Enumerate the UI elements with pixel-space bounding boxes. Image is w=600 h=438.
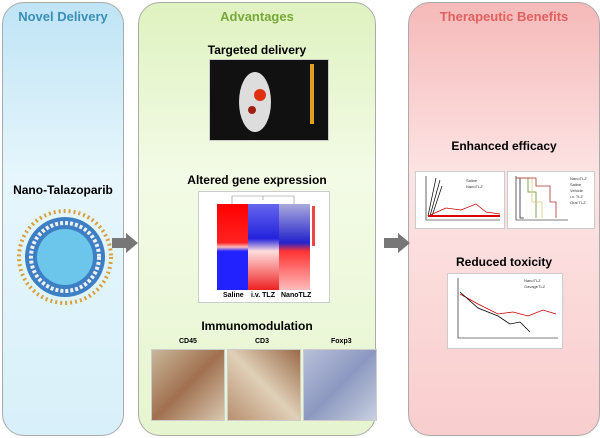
arrow-right-icon [384,233,410,253]
heatmap-label: NanoTLZ [281,292,312,299]
section-title: Immunomodulation [201,319,313,333]
svg-text:NanoTLZ: NanoTLZ [570,176,587,181]
legend-entry: NanoTLZ [466,184,483,189]
section-title: Reduced toxicity [455,255,553,269]
heatmap-label: Saline [223,292,244,299]
panel-title: Therapeutic Benefits [439,9,569,24]
survival-chart: NanoTLZ Saline Vehicle i.v. TLZ Oral TLZ [507,171,595,229]
panel-title: Advantages [220,9,294,24]
tumor-volume-chart: Saline NanoTLZ [415,171,505,229]
svg-text:Saline: Saline [570,182,582,187]
targeted-delivery-image [209,59,329,141]
ihc-image-cd3 [227,349,301,421]
ihc-image-foxp3 [303,349,377,421]
ihc-label: CD3 [255,338,270,345]
novel-delivery-panel: Novel Delivery Nano-Talazoparib [2,2,124,436]
svg-text:Vehicle: Vehicle [570,188,584,193]
ihc-label: Foxp3 [331,338,352,345]
arrow-right-icon [112,233,138,253]
section-title: Altered gene expression [187,173,327,187]
section-title: Enhanced efficacy [451,139,557,153]
svg-text:i.v. TLZ: i.v. TLZ [570,194,584,199]
heatmap: Saline i.v. TLZ NanoTLZ [198,191,330,303]
panel-title: Novel Delivery [18,9,108,24]
ihc-image-cd45 [151,349,225,421]
heatmap-label: i.v. TLZ [251,292,275,299]
svg-text:Oral TLZ: Oral TLZ [570,200,586,205]
body-weight-chart: NanoTLZ GavageTLZ [447,273,563,349]
nanoparticle-illustration [17,209,113,305]
legend-entry: Saline [466,178,478,183]
section-title: Targeted delivery [207,43,307,57]
therapeutic-benefits-panel: Therapeutic Benefits Enhanced efficacy S… [408,2,600,436]
ihc-label: CD45 [179,338,197,345]
svg-text:GavageTLZ: GavageTLZ [524,284,546,289]
nanoparticle-label: Nano-Talazoparib [13,183,113,197]
svg-text:NanoTLZ: NanoTLZ [524,278,541,283]
advantages-panel: Advantages Targeted delivery Altered gen… [138,2,377,436]
